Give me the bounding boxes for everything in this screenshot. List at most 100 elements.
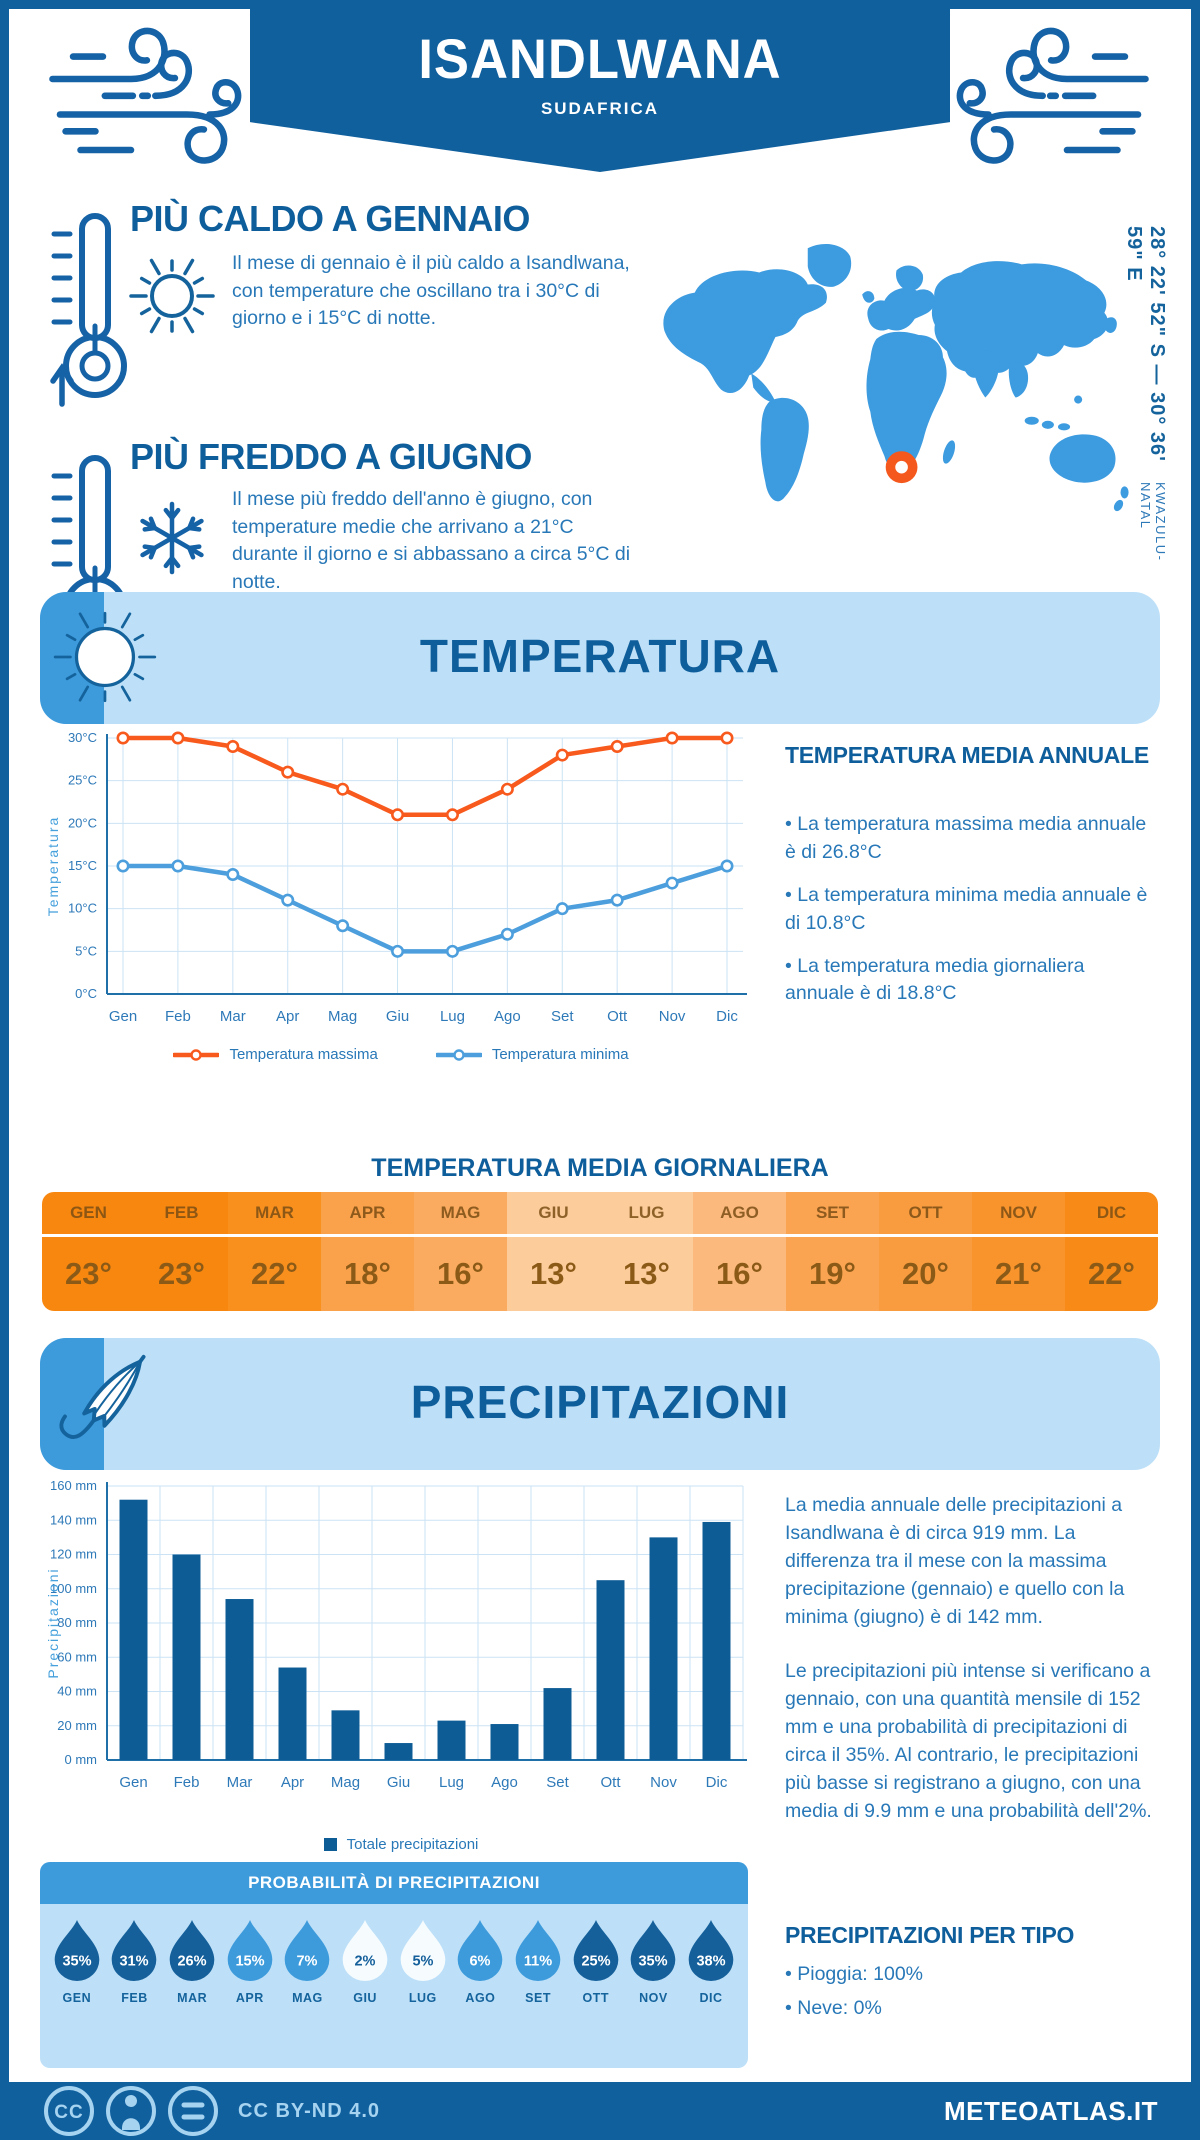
bar-Ott — [596, 1580, 625, 1760]
warm-text: Il mese di gennaio è il più caldo a Isan… — [232, 252, 630, 330]
temperature-section-title: TEMPERATURA — [419, 629, 781, 682]
table-temperature-value: 18° — [321, 1237, 414, 1311]
location-block: 28° 22' 52" S — 30° 36' 59" E KWAZULU-NA… — [1122, 226, 1168, 586]
table-month-header: NOV — [972, 1192, 1065, 1234]
svg-text:Precipitazioni: Precipitazioni — [45, 1567, 61, 1678]
svg-text:Lug: Lug — [439, 1774, 464, 1791]
svg-text:31%: 31% — [120, 1954, 149, 1970]
header-banner: ISANDLWANA SUDAFRICA — [250, 0, 950, 172]
bar-Gen — [119, 1499, 148, 1760]
probability-drop: 7% MAG — [284, 1918, 330, 2005]
probability-drop: 2% GIU — [342, 1918, 388, 2005]
svg-text:Set: Set — [551, 1008, 574, 1025]
svg-text:Mag: Mag — [328, 1008, 357, 1025]
probability-drop: 31% FEB — [111, 1918, 157, 2005]
svg-text:Nov: Nov — [650, 1774, 677, 1791]
probability-drop: 35% NOV — [630, 1918, 676, 2005]
temperature-section-banner: TEMPERATURA — [40, 592, 1160, 724]
probability-drop: 5% LUG — [400, 1918, 446, 2005]
bar-Lug — [437, 1720, 466, 1760]
svg-text:40 mm: 40 mm — [57, 1684, 97, 1699]
precipitation-chart-legend: Totale precipitazioni — [45, 1836, 757, 1853]
annual-temperature-block: TEMPERATURA MEDIA ANNUALE • La temperatu… — [785, 742, 1157, 1023]
table-month-header: APR — [321, 1192, 414, 1234]
svg-text:Apr: Apr — [276, 1008, 299, 1025]
probability-drop: 15% APR — [227, 1918, 273, 2005]
probability-drop: 26% MAR — [169, 1918, 215, 2005]
probability-month-label: LUG — [408, 1991, 437, 2005]
svg-text:100 mm: 100 mm — [50, 1581, 97, 1596]
table-month-header: OTT — [879, 1192, 972, 1234]
legend-label: Temperatura minima — [491, 1046, 629, 1063]
precipitation-paragraph: Le precipitazioni più intense si verific… — [785, 1660, 1152, 1822]
table-month-header: AGO — [693, 1192, 786, 1234]
cold-title: PIÙ FREDDO A GIUGNO — [130, 436, 532, 477]
legend-item: Totale precipitazioni — [323, 1836, 478, 1853]
svg-text:30°C: 30°C — [68, 730, 97, 745]
svg-text:20 mm: 20 mm — [57, 1718, 97, 1733]
bar-Giu — [384, 1743, 413, 1760]
svg-text:80 mm: 80 mm — [57, 1615, 97, 1630]
table-temperature-value: 13° — [507, 1237, 600, 1311]
temperature-line-chart: 0°C 5°C 10°C 15°C 20°C 25°C 30°C Gen Feb Mar Apr Ma… — [45, 730, 747, 1025]
svg-text:Giu: Giu — [386, 1008, 409, 1025]
snowflake-icon — [140, 501, 204, 575]
annual-temperature-title: TEMPERATURA MEDIA ANNUALE — [785, 742, 1149, 768]
precipitation-text-block: La media annuale delle precipitazioni a … — [785, 1492, 1159, 1853]
probability-month-label: AGO — [465, 1991, 496, 2005]
annual-bullet: • La temperatura minima media annuale è … — [785, 883, 1148, 934]
bar-Mar — [225, 1599, 254, 1760]
svg-text:120 mm: 120 mm — [50, 1547, 97, 1562]
svg-text:Dic: Dic — [706, 1774, 728, 1791]
license-block: CC CC BY-ND 4.0 — [42, 2084, 380, 2138]
coordinates-text: 28° 22' 52" S — 30° 36' 59" E — [1123, 226, 1168, 462]
thermometer-up-icon — [50, 213, 127, 407]
svg-text:2%: 2% — [355, 1954, 376, 1970]
svg-text:11%: 11% — [524, 1954, 552, 1970]
series-temperatura-massima — [116, 731, 734, 822]
svg-text:Ott: Ott — [600, 1774, 621, 1791]
svg-text:5%: 5% — [412, 1954, 433, 1970]
legend-item: Temperatura massima — [173, 1046, 378, 1063]
svg-text:15%: 15% — [235, 1954, 264, 1970]
table-month-header: MAG — [414, 1192, 507, 1234]
world-map — [663, 244, 1129, 512]
warm-title: PIÙ CALDO A GENNAIO — [130, 198, 530, 239]
page-title: ISANDLWANA — [418, 27, 782, 90]
continents — [663, 244, 1129, 512]
svg-text:Feb: Feb — [165, 1008, 191, 1025]
probability-month-label: MAR — [177, 1991, 208, 2005]
svg-text:Giu: Giu — [387, 1774, 410, 1791]
svg-text:Feb: Feb — [174, 1774, 200, 1791]
bars — [119, 1499, 731, 1760]
svg-text:Lug: Lug — [440, 1008, 465, 1025]
svg-text:0 mm: 0 mm — [65, 1752, 98, 1767]
daily-temperature-table: GEN FEB MAR APR MAG GIU LUG AGO SET OTT NOV DIC 23° 2… — [42, 1192, 1158, 1311]
probability-drop: 38% DIC — [688, 1918, 734, 2005]
probability-title: PROBABILITÀ DI PRECIPITAZIONI — [40, 1862, 748, 1904]
svg-text:Mag: Mag — [331, 1774, 360, 1791]
svg-text:7%: 7% — [297, 1954, 318, 1970]
svg-text:35%: 35% — [62, 1954, 91, 1970]
precipitation-type-block: PRECIPITAZIONI PER TIPO • Pioggia: 100% … — [785, 1922, 1159, 2029]
bar-Apr — [278, 1667, 307, 1760]
table-month-header: GIU — [507, 1192, 600, 1234]
probability-drop: 35% GEN — [54, 1918, 100, 2005]
wind-icon — [956, 27, 1149, 164]
probability-drop: 6% AGO — [457, 1918, 503, 2005]
cold-text: Il mese più freddo dell'anno è giugno, c… — [232, 488, 631, 594]
table-temperature-value: 22° — [1065, 1237, 1158, 1311]
precipitation-type-item: • Neve: 0% — [785, 1996, 882, 2019]
bar-Mag — [331, 1710, 360, 1760]
table-temperature-value: 23° — [135, 1237, 228, 1311]
svg-text:Gen: Gen — [109, 1008, 137, 1025]
probability-month-label: DIC — [699, 1991, 723, 2005]
table-temperature-value: 21° — [972, 1237, 1065, 1311]
svg-text:60 mm: 60 mm — [57, 1649, 97, 1664]
svg-text:0°C: 0°C — [75, 986, 97, 1001]
precipitation-type-item: • Pioggia: 100% — [785, 1963, 924, 1985]
precipitation-probability-box: PROBABILITÀ DI PRECIPITAZIONI 35% GEN 31% F… — [40, 1862, 748, 2068]
footer: CC CC BY-ND 4.0 METEOATLAS.IT — [0, 2082, 1200, 2140]
table-temperature-value: 16° — [414, 1237, 507, 1311]
